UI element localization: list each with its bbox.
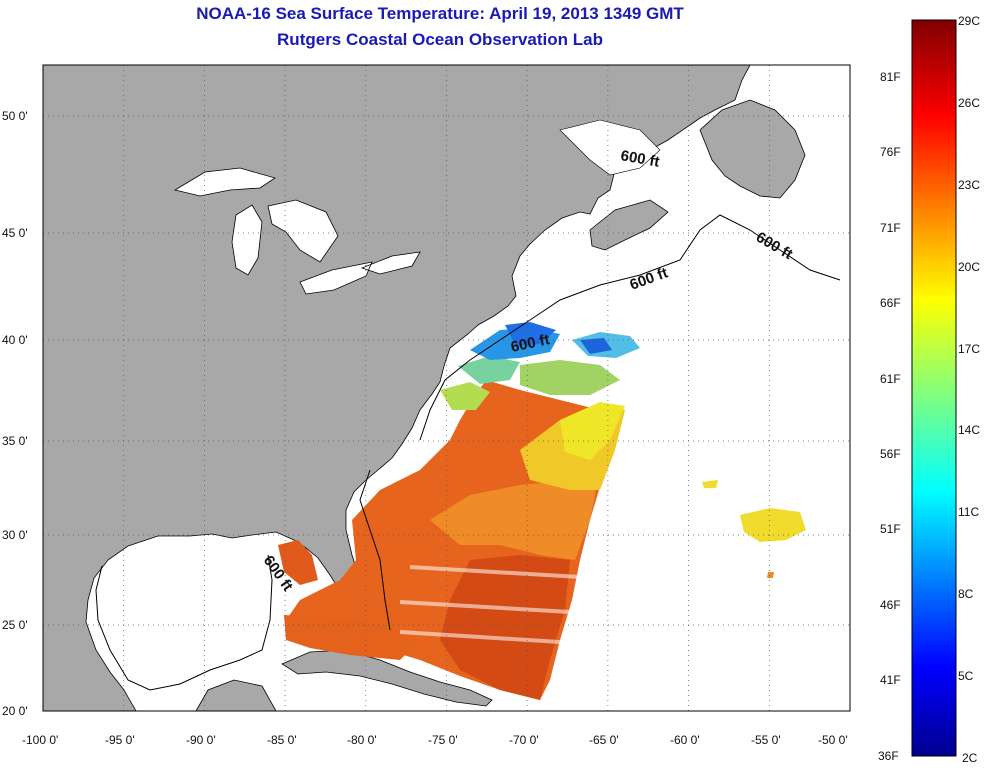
lon-tick: -90 0'	[186, 733, 216, 747]
colorbar-c-label: 23C	[958, 178, 981, 192]
lon-tick: -75 0'	[428, 733, 458, 747]
land-north-america	[43, 65, 751, 711]
colorbar-f-label: 81F	[880, 70, 901, 84]
colorbar-f-label: 66F	[880, 296, 901, 310]
land-newfoundland	[699, 99, 806, 199]
map-frame	[42, 64, 851, 712]
colorbar-c-label: 8C	[958, 587, 974, 601]
lon-tick: -65 0'	[589, 733, 619, 747]
colorbar-c-label: 2C	[962, 751, 978, 765]
sst-data	[278, 322, 806, 700]
lon-tick: -95 0'	[105, 733, 135, 747]
lon-tick: -85 0'	[267, 733, 297, 747]
lon-tick: -50 0'	[818, 733, 848, 747]
colorbar-c-label: 20C	[958, 260, 981, 274]
isobath-600ft	[95, 214, 841, 691]
lat-tick: 45 0'	[2, 226, 28, 240]
colorbar-f-label: 76F	[880, 145, 901, 159]
colorbar-c-label: 11C	[958, 505, 980, 519]
colorbar-c-label: 5C	[958, 669, 974, 683]
colorbar-f-label: 46F	[880, 598, 901, 612]
lon-tick: -70 0'	[509, 733, 539, 747]
land-yucatan	[195, 679, 277, 711]
colorbar-c-label: 17C	[958, 342, 981, 356]
colorbar-f-label: 61F	[880, 372, 901, 386]
lat-tick: 30 0'	[2, 528, 28, 542]
map-subtitle: Rutgers Coastal Ocean Observation Lab	[277, 30, 603, 49]
lat-tick: 20 0'	[2, 704, 28, 718]
colorbar-f-label: 56F	[880, 447, 901, 461]
map-title: NOAA-16 Sea Surface Temperature: April 1…	[196, 4, 684, 23]
lon-tick: -80 0'	[347, 733, 377, 747]
colorbar-f-label: 36F	[878, 749, 899, 763]
lat-tick: 50 0'	[2, 109, 28, 123]
contour-label: 600 ft	[619, 147, 661, 171]
lat-tick: 35 0'	[2, 434, 28, 448]
land-nova-scotia	[589, 199, 669, 251]
colorbar-c-label: 14C	[958, 423, 981, 437]
lon-tick: -55 0'	[751, 733, 781, 747]
gulf-st-lawrence	[559, 119, 661, 176]
colorbar-f-label: 71F	[880, 221, 901, 235]
great-lakes	[173, 167, 421, 295]
colorbar-f-label: 51F	[880, 522, 901, 536]
lon-tick: -100 0'	[22, 733, 59, 747]
lat-tick: 40 0'	[2, 333, 28, 347]
lon-tick: -60 0'	[670, 733, 700, 747]
lat-tick: 25 0'	[2, 618, 28, 632]
colorbar-c-label: 26C	[958, 96, 981, 110]
colorbar-c-label: 29C	[958, 14, 981, 28]
colorbar-scale	[911, 19, 957, 757]
colorbar-f-label: 41F	[880, 673, 901, 687]
